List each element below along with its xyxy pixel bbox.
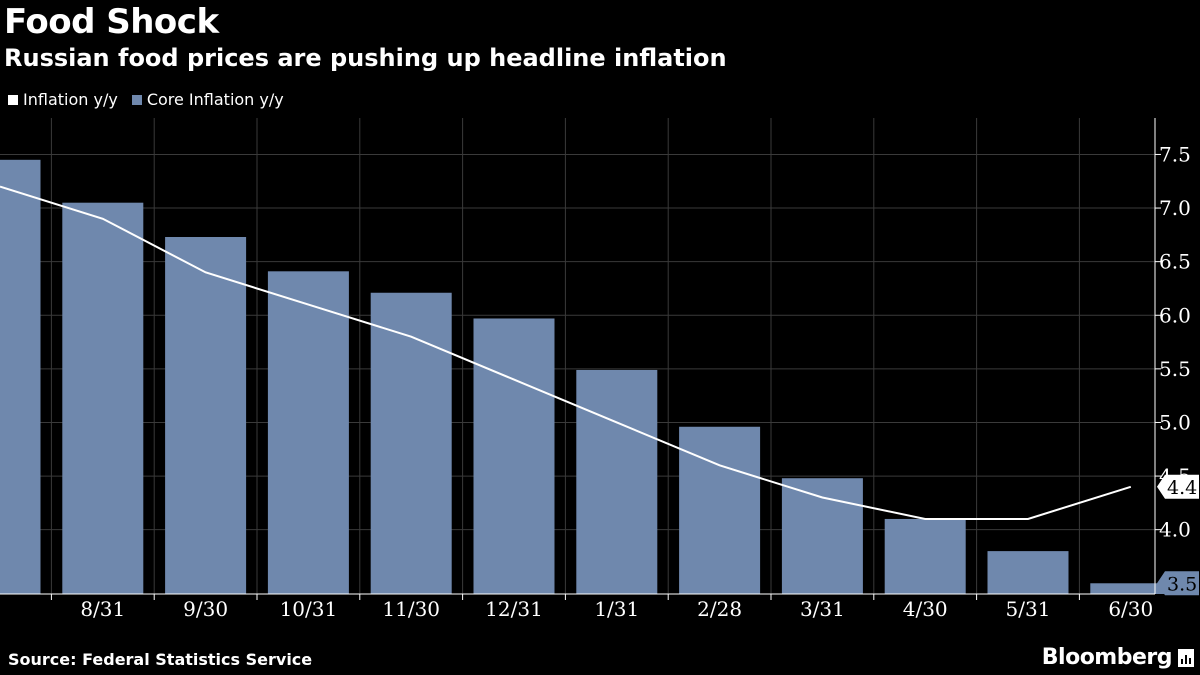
- bar-core-inflation: [1090, 583, 1172, 594]
- value-callout: [1157, 571, 1199, 596]
- x-tick-label: 10/31: [280, 597, 338, 621]
- x-tick-label: 8/31: [80, 597, 125, 621]
- legend-label-inflation: Inflation y/y: [23, 90, 118, 109]
- x-tick-label: 11/30: [382, 597, 440, 621]
- brand-name: Bloomberg: [1041, 645, 1173, 670]
- y-tick-label: 7.5: [1159, 142, 1191, 166]
- x-tick-label: 3/31: [800, 597, 845, 621]
- bar-core-inflation: [576, 369, 658, 594]
- x-tick-label: 5/31: [1006, 597, 1051, 621]
- x-tick-label: 2/28: [697, 597, 742, 621]
- y-tick-label: 6.5: [1159, 250, 1191, 274]
- y-tick-label: 5.5: [1159, 357, 1191, 381]
- bar-core-inflation: [987, 551, 1069, 594]
- bar-core-inflation: [679, 426, 761, 594]
- x-tick-label: 4/30: [903, 597, 948, 621]
- chart-subtitle: Russian food prices are pushing up headl…: [4, 44, 727, 72]
- value-callout: [1157, 474, 1199, 499]
- bar-core-inflation: [62, 202, 144, 594]
- bar-core-inflation: [884, 518, 966, 594]
- bar-core-inflation: [165, 237, 247, 594]
- legend-item-core-inflation: Core Inflation y/y: [131, 90, 284, 109]
- bar-core-inflation: [267, 271, 349, 594]
- brand: Bloomberg: [1042, 645, 1194, 670]
- x-tick-label: 1/31: [594, 597, 639, 621]
- value-callout-label: 4.4: [1167, 477, 1197, 499]
- bar-core-inflation: [781, 478, 863, 594]
- legend: Inflation y/y Core Inflation y/y: [8, 90, 284, 109]
- chart-title: Food Shock: [4, 2, 219, 42]
- bar-core-inflation: [370, 292, 452, 594]
- legend-swatch-core-inflation: [131, 94, 142, 105]
- bar-core-inflation: [0, 159, 41, 595]
- x-tick-label: 9/30: [183, 597, 228, 621]
- y-tick-label: 5.0: [1159, 410, 1191, 434]
- bloomberg-logo-icon: [1178, 648, 1194, 667]
- x-tick-label: 6/30: [1108, 597, 1153, 621]
- source-note: Source: Federal Statistics Service: [8, 650, 313, 669]
- legend-label-core-inflation: Core Inflation y/y: [146, 90, 284, 109]
- y-tick-label: 7.0: [1159, 196, 1191, 220]
- bar-core-inflation: [473, 318, 555, 594]
- y-tick-label: 6.0: [1159, 303, 1191, 327]
- value-callout-label: 3.5: [1167, 573, 1197, 595]
- y-tick-label: 4.0: [1159, 518, 1191, 542]
- legend-swatch-inflation: [8, 94, 18, 105]
- line-inflation: [0, 185, 1132, 520]
- legend-item-inflation: Inflation y/y: [8, 90, 118, 109]
- x-tick-label: 12/31: [485, 597, 543, 621]
